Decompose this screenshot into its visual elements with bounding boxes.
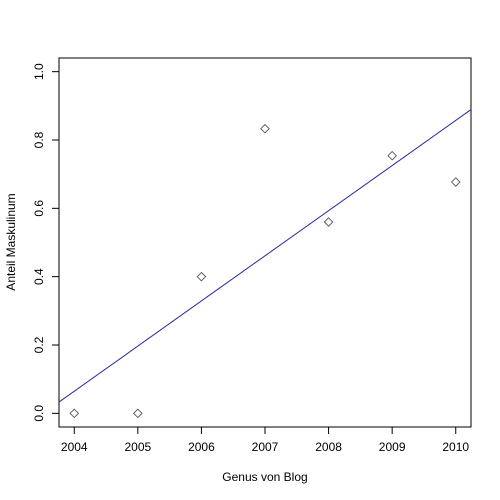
point	[69, 408, 80, 419]
point	[133, 408, 143, 419]
y-tick-label: 0.6	[32, 200, 46, 217]
point	[260, 123, 270, 134]
fit-line	[58, 109, 472, 403]
x-tick-label: 2008	[315, 440, 342, 454]
y-tick-label: 0.4	[32, 268, 46, 285]
point	[196, 271, 207, 282]
plot-box	[58, 57, 472, 428]
x-tick-label: 2006	[188, 440, 215, 454]
point	[387, 150, 397, 161]
point	[323, 217, 334, 227]
x-axis-label: Genus von Blog	[222, 470, 307, 484]
y-tick-label: 0.0	[32, 405, 46, 422]
x-tick-label: 2010	[442, 440, 469, 454]
y-tick-label: 0.8	[32, 131, 46, 148]
x-tick-label: 2004	[61, 440, 88, 454]
y-tick-label: 0.2	[32, 336, 46, 353]
y-axis-label: Anteil Maskulinum	[4, 193, 18, 290]
point	[450, 177, 461, 187]
x-tick-label: 2009	[379, 440, 406, 454]
y-tick-label: 1.0	[32, 63, 46, 80]
x-tick-label: 2005	[124, 440, 151, 454]
x-tick-label: 2007	[252, 440, 279, 454]
